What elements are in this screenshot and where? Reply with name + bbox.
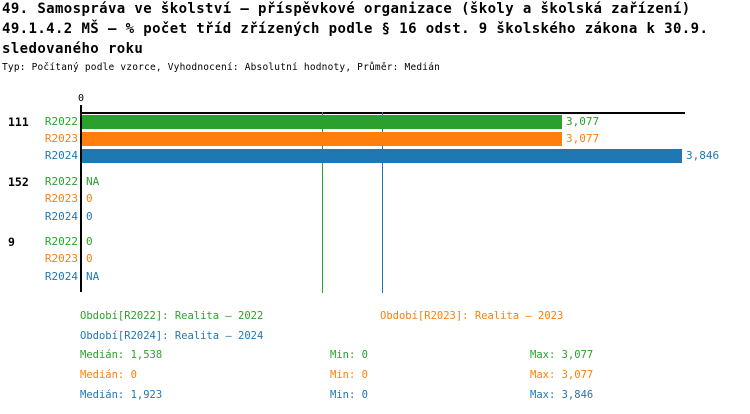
axis-top-rule xyxy=(81,112,685,114)
bar-value-g1-r2023: 3,077 xyxy=(566,132,600,145)
median-line-r2024 xyxy=(382,112,383,293)
stat-median-r2023: Medián: 0 xyxy=(80,369,137,381)
row-label-g2-r2023: R2023 xyxy=(44,192,78,205)
stat-min-r2023: Min: 0 xyxy=(330,369,368,381)
row-label-g1-r2023: R2023 xyxy=(44,132,78,145)
bar-value-g2-r2023: 0 xyxy=(86,192,93,205)
group-label-9: 9 xyxy=(8,235,15,249)
legend-item-r2023: Období[R2023]: Realita – 2023 xyxy=(380,310,564,322)
bar-g1-r2022 xyxy=(82,115,562,129)
stat-min-r2024: Min: 0 xyxy=(330,389,368,401)
bar-value-g2-r2024: 0 xyxy=(86,210,93,223)
row-label-g1-r2022: R2022 xyxy=(44,115,78,128)
row-label-g3-r2024: R2024 xyxy=(44,270,78,283)
row-label-g3-r2023: R2023 xyxy=(44,252,78,265)
legend-item-r2024: Období[R2024]: Realita – 2024 xyxy=(80,330,264,342)
bar-value-g3-r2023: 0 xyxy=(86,252,93,265)
bar-value-g2-r2022: NA xyxy=(86,175,100,188)
row-label-g3-r2022: R2022 xyxy=(44,235,78,248)
bar-value-g1-r2024: 3,846 xyxy=(686,149,720,162)
stat-median-r2024: Medián: 1,923 xyxy=(80,389,163,401)
bar-g1-r2023 xyxy=(82,132,562,146)
legend-item-r2022: Období[R2022]: Realita – 2022 xyxy=(80,310,264,322)
group-label-152: 152 xyxy=(8,175,29,189)
stat-median-r2022: Medián: 1,538 xyxy=(80,349,163,361)
value-axis-baseline xyxy=(80,105,82,292)
bar-value-g1-r2022: 3,077 xyxy=(566,115,600,128)
group-label-111: 111 xyxy=(8,115,29,129)
bar-g1-r2024 xyxy=(82,149,682,163)
bar-value-g3-r2024: NA xyxy=(86,270,100,283)
stat-max-r2023: Max: 3,077 xyxy=(530,369,594,381)
page-title-line3: sledovaného roku xyxy=(2,41,144,57)
page-title-line2: 49.1.4.2 MŠ – % počet tříd zřízených pod… xyxy=(2,21,709,37)
chart-meta-line: Typ: Počítaný podle vzorce, Vyhodnocení:… xyxy=(2,62,441,73)
stat-min-r2022: Min: 0 xyxy=(330,349,368,361)
axis-zero-tick-label: 0 xyxy=(77,93,85,104)
row-label-g1-r2024: R2024 xyxy=(44,149,78,162)
stat-max-r2024: Max: 3,846 xyxy=(530,389,594,401)
bar-value-g3-r2022: 0 xyxy=(86,235,93,248)
row-label-g2-r2022: R2022 xyxy=(44,175,78,188)
median-line-r2022 xyxy=(322,112,323,293)
page-title-line1: 49. Samospráva ve školství – příspěvkové… xyxy=(2,1,691,17)
row-label-g2-r2024: R2024 xyxy=(44,210,78,223)
stat-max-r2022: Max: 3,077 xyxy=(530,349,594,361)
